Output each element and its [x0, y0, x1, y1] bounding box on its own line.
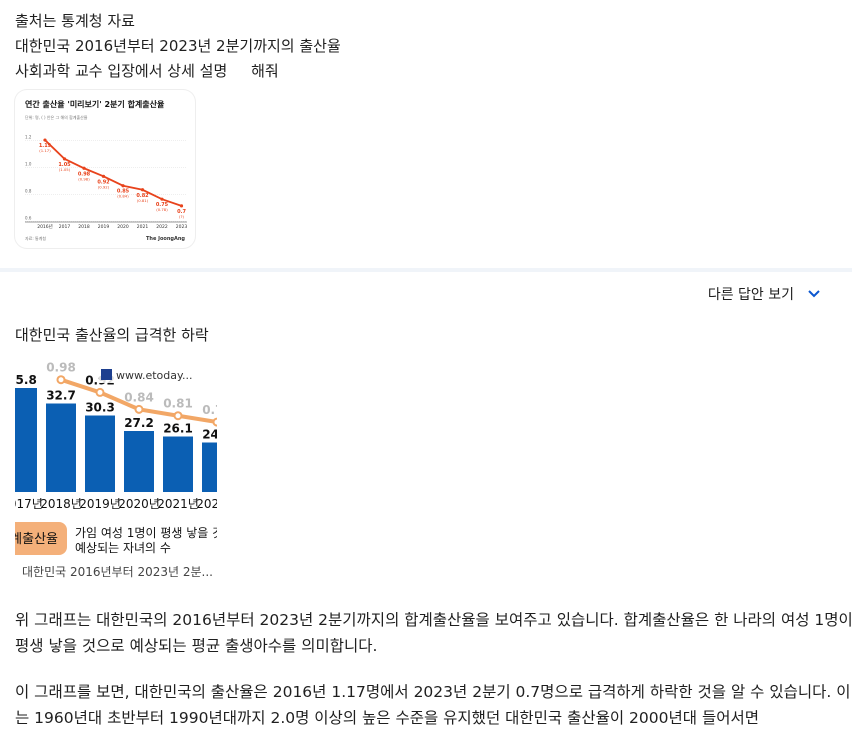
- point: [82, 166, 86, 170]
- y-tick-label: 0.8: [25, 188, 32, 193]
- thumb-credit: The JoongAng: [146, 236, 185, 242]
- thumb-title: 연간 출산율 '미리보기' 2분기 합계출산율: [25, 99, 165, 109]
- x-tick-label: 2017: [59, 224, 71, 230]
- bar-label: 24.9: [202, 428, 217, 442]
- trend-line: [44, 139, 182, 207]
- response-image[interactable]: 35.8 2017년 32.7 2018년 30.3 2019년 27.2 2020년 26.1…: [15, 355, 217, 560]
- prompt-line: 대한민국 2016년부터 2023년 2분기까지의 출산율: [15, 37, 341, 55]
- x-tick-label: 2022: [156, 224, 168, 230]
- rate-label: 0.84: [124, 390, 154, 404]
- thumb-subtitle: 단위: 명, ( ) 안은 그 해의 합계출산율: [25, 114, 88, 120]
- bar: [202, 442, 217, 492]
- point: [101, 174, 106, 178]
- source-label: www.etoday...: [116, 369, 192, 382]
- legend-swatch: [15, 522, 67, 555]
- rate-label: 0.81: [163, 397, 193, 411]
- rate-point: [134, 404, 144, 414]
- x-tick-label: 2021년: [157, 497, 199, 511]
- bar: [163, 436, 193, 492]
- legend-text: 가임 여성 1명이 평생 낳을 것으로: [75, 526, 217, 540]
- x-tick-label: 2021: [137, 224, 149, 230]
- other-drafts[interactable]: 다른 답안 보기: [708, 284, 822, 304]
- source-chip: [99, 367, 217, 383]
- other-drafts-label: 다른 답안 보기: [707, 287, 794, 303]
- rate-point: [173, 411, 183, 421]
- annual-label: (?): [179, 214, 184, 219]
- x-tick-label: 2016년: [37, 223, 53, 230]
- bar-label: 32.7: [46, 389, 76, 403]
- annual-label: (0.84): [117, 194, 129, 199]
- x-tick-label: 2019: [98, 224, 110, 230]
- value-label: 1.05: [58, 162, 71, 168]
- x-tick-label: 2019년: [79, 497, 121, 511]
- value-label: 1.19: [39, 143, 52, 149]
- source-icon: [101, 369, 112, 380]
- y-tick-label: 0.6: [25, 215, 32, 220]
- annual-label: (1.17): [39, 148, 51, 153]
- point: [62, 157, 67, 161]
- prompt-line: 출처는 통계청 자료: [15, 12, 135, 30]
- annual-label: (0.78): [156, 207, 168, 212]
- rate-point: [212, 417, 217, 427]
- value-label: 0.92: [97, 179, 110, 185]
- legend-label: 합계출산율: [15, 532, 58, 547]
- point: [140, 188, 145, 192]
- paragraph: 이 그래프를 보면, 대한민국의 출산율은 2016년 1.17명에서 2023…: [15, 683, 851, 727]
- point: [121, 184, 125, 188]
- rate-point: [56, 375, 66, 385]
- y-tick-label: 1.2: [25, 135, 32, 140]
- thumb-source: 자료: 통계청: [25, 235, 46, 241]
- value-label: 0.82: [136, 193, 149, 199]
- value-label: 0.85: [117, 189, 130, 195]
- annual-label: (0.98): [78, 176, 90, 181]
- x-tick-label: 2022년: [196, 497, 217, 511]
- x-tick-label: 2017년: [15, 497, 43, 511]
- value-label: 0.75: [156, 202, 169, 208]
- rate-point: [95, 387, 105, 397]
- image-caption: 대한민국 2016년부터 2023년 2분...: [22, 565, 213, 579]
- bar: [46, 403, 76, 492]
- bar: [15, 388, 37, 492]
- annual-label: (0.92): [98, 184, 110, 189]
- rate-label: 0.98: [46, 361, 76, 375]
- paragraph: 위 그래프는 대한민국의 2016년부터 2023년 2분기까지의 합계출산율을…: [15, 611, 852, 655]
- value-label: 0.7: [177, 209, 186, 215]
- y-tick-label: 1.0: [25, 162, 32, 167]
- x-tick-label: 2020년: [118, 497, 160, 511]
- annual-label: (1.05): [59, 167, 71, 172]
- rate-label: 0.78: [202, 403, 217, 417]
- legend-text: 예상되는 자녀의 수: [75, 541, 171, 555]
- point: [43, 138, 47, 142]
- point: [160, 197, 164, 201]
- divider: [0, 268, 852, 272]
- x-tick-label: 2020: [117, 224, 129, 230]
- response-text: 위 그래프는 대한민국의 2016년부터 2023년 2분기까지의 합계출산율을…: [15, 607, 852, 739]
- value-label: 0.98: [78, 171, 91, 177]
- x-tick-label: 2023: [176, 224, 188, 230]
- bar-label: 30.3: [85, 401, 115, 415]
- bar: [85, 415, 115, 492]
- x-tick-label: 2018년: [40, 497, 82, 511]
- bar-label: 26.1: [163, 422, 193, 436]
- bar: [124, 431, 154, 492]
- bar-label: 35.8: [15, 373, 37, 387]
- point: [179, 204, 184, 208]
- chevron-icon: [808, 290, 820, 298]
- x-tick-label: 2018: [78, 224, 90, 230]
- bar-label: 27.2: [124, 416, 154, 430]
- annual-label: (0.81): [137, 198, 149, 203]
- response-heading: 대한민국 출산율의 급격한 하락: [15, 326, 209, 344]
- prompt-line: 사회과학 교수 입장에서 상세 설명 해줘: [15, 62, 279, 80]
